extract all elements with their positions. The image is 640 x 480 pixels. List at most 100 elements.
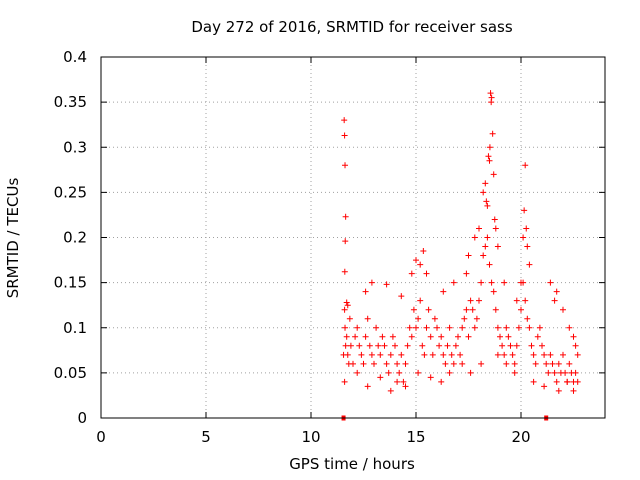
data-point bbox=[419, 342, 426, 349]
data-point bbox=[427, 374, 434, 381]
data-point bbox=[341, 132, 348, 139]
data-point bbox=[541, 383, 548, 390]
data-point bbox=[503, 360, 510, 367]
data-point bbox=[450, 360, 457, 367]
data-point bbox=[485, 153, 492, 160]
data-point bbox=[524, 243, 531, 250]
data-point bbox=[425, 306, 432, 313]
data-point bbox=[489, 130, 496, 137]
data-point bbox=[471, 234, 478, 241]
data-point bbox=[524, 315, 531, 322]
data-point bbox=[427, 333, 434, 340]
x-axis-label: GPS time / hours bbox=[289, 455, 415, 473]
data-point bbox=[436, 342, 443, 349]
data-point bbox=[553, 288, 560, 295]
data-point bbox=[566, 324, 573, 331]
data-point bbox=[551, 369, 558, 376]
data-point bbox=[530, 378, 537, 385]
x-tick-label: 15 bbox=[406, 428, 425, 446]
y-tick-label: 0.4 bbox=[63, 48, 87, 66]
data-point bbox=[478, 360, 485, 367]
data-point bbox=[459, 324, 466, 331]
chart-title: Day 272 of 2016, SRMTID for receiver sas… bbox=[191, 18, 512, 36]
data-point bbox=[377, 374, 384, 381]
data-point bbox=[368, 351, 375, 358]
data-point bbox=[408, 270, 415, 277]
data-point bbox=[463, 306, 470, 313]
data-point bbox=[352, 333, 359, 340]
data-point bbox=[344, 302, 351, 309]
data-point bbox=[492, 306, 499, 313]
data-point bbox=[442, 360, 449, 367]
data-point bbox=[417, 261, 424, 268]
data-point bbox=[494, 324, 501, 331]
data-point bbox=[530, 351, 537, 358]
data-point bbox=[491, 216, 498, 223]
data-point bbox=[342, 342, 349, 349]
data-point bbox=[366, 342, 373, 349]
data-point bbox=[354, 369, 361, 376]
data-point bbox=[490, 171, 497, 178]
data-point bbox=[343, 299, 350, 306]
data-point bbox=[488, 94, 495, 101]
data-point bbox=[511, 360, 518, 367]
data-point bbox=[551, 297, 558, 304]
data-point bbox=[342, 238, 349, 245]
data-point bbox=[487, 90, 494, 97]
data-point bbox=[438, 378, 445, 385]
data-point bbox=[392, 342, 398, 349]
data-point bbox=[483, 198, 490, 205]
data-point bbox=[467, 297, 474, 304]
data-point bbox=[471, 324, 478, 331]
y-tick-label: 0 bbox=[77, 409, 87, 427]
data-point bbox=[520, 234, 527, 241]
data-point bbox=[387, 351, 394, 358]
data-point bbox=[375, 342, 382, 349]
data-point bbox=[410, 306, 417, 313]
data-point bbox=[532, 360, 539, 367]
data-point bbox=[341, 268, 348, 275]
data-point bbox=[396, 369, 403, 376]
data-point bbox=[486, 144, 493, 151]
data-point bbox=[547, 351, 554, 358]
data-point bbox=[539, 342, 545, 349]
data-point bbox=[440, 351, 447, 358]
data-point bbox=[560, 306, 566, 313]
data-point bbox=[521, 207, 528, 214]
data-point bbox=[413, 257, 419, 264]
data-point bbox=[482, 180, 489, 187]
data-point bbox=[513, 297, 520, 304]
data-point bbox=[497, 333, 503, 340]
data-point bbox=[522, 297, 529, 304]
data-point bbox=[465, 333, 472, 340]
data-point bbox=[574, 378, 581, 385]
data-point bbox=[467, 369, 474, 376]
data-point bbox=[490, 288, 497, 295]
data-point bbox=[342, 162, 349, 169]
data-point bbox=[513, 342, 520, 349]
data-point bbox=[463, 270, 470, 277]
data-point bbox=[423, 324, 430, 331]
data-point bbox=[446, 324, 453, 331]
data-point bbox=[450, 279, 457, 286]
data-point bbox=[400, 378, 407, 385]
data-point bbox=[350, 360, 356, 367]
x-ticks: 0 5 10 15 20 bbox=[96, 57, 531, 446]
data-point bbox=[343, 333, 350, 340]
y-axis-label: SRMTID / TECUs bbox=[4, 178, 22, 299]
data-point bbox=[358, 351, 365, 358]
data-point bbox=[555, 360, 562, 367]
data-point bbox=[562, 369, 569, 376]
x-tick-label: 5 bbox=[201, 428, 211, 446]
data-point bbox=[543, 360, 550, 367]
data-point bbox=[364, 315, 371, 322]
data-point bbox=[503, 324, 510, 331]
data-point bbox=[444, 342, 451, 349]
data-point bbox=[505, 333, 512, 340]
data-point bbox=[342, 324, 349, 331]
data-point bbox=[486, 157, 493, 164]
data-point bbox=[560, 351, 566, 358]
data-point bbox=[469, 306, 476, 313]
data-point bbox=[383, 360, 390, 367]
